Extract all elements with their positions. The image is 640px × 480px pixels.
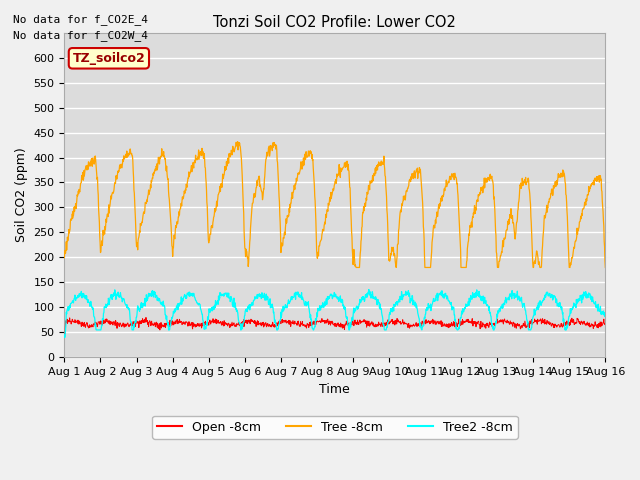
Text: No data for f_CO2W_4: No data for f_CO2W_4 — [13, 30, 148, 41]
Text: No data for f_CO2E_4: No data for f_CO2E_4 — [13, 13, 148, 24]
X-axis label: Time: Time — [319, 383, 350, 396]
Legend: Open -8cm, Tree -8cm, Tree2 -8cm: Open -8cm, Tree -8cm, Tree2 -8cm — [152, 416, 518, 439]
Text: TZ_soilco2: TZ_soilco2 — [72, 52, 145, 65]
Y-axis label: Soil CO2 (ppm): Soil CO2 (ppm) — [15, 148, 28, 242]
Title: Tonzi Soil CO2 Profile: Lower CO2: Tonzi Soil CO2 Profile: Lower CO2 — [213, 15, 456, 30]
